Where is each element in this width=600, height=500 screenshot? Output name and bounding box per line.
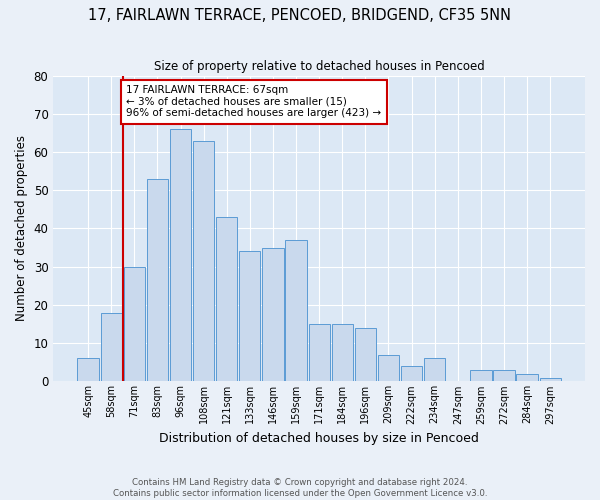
Y-axis label: Number of detached properties: Number of detached properties xyxy=(15,136,28,322)
Text: Contains HM Land Registry data © Crown copyright and database right 2024.
Contai: Contains HM Land Registry data © Crown c… xyxy=(113,478,487,498)
Bar xyxy=(355,328,376,382)
Bar xyxy=(378,354,399,382)
Bar xyxy=(193,140,214,382)
Text: 17, FAIRLAWN TERRACE, PENCOED, BRIDGEND, CF35 5NN: 17, FAIRLAWN TERRACE, PENCOED, BRIDGEND,… xyxy=(89,8,511,22)
X-axis label: Distribution of detached houses by size in Pencoed: Distribution of detached houses by size … xyxy=(159,432,479,445)
Bar xyxy=(286,240,307,382)
Bar xyxy=(170,129,191,382)
Bar xyxy=(124,266,145,382)
Bar xyxy=(216,217,238,382)
Text: 17 FAIRLAWN TERRACE: 67sqm
← 3% of detached houses are smaller (15)
96% of semi-: 17 FAIRLAWN TERRACE: 67sqm ← 3% of detac… xyxy=(126,85,382,118)
Bar xyxy=(101,312,122,382)
Bar xyxy=(470,370,491,382)
Bar xyxy=(262,248,284,382)
Bar xyxy=(239,252,260,382)
Bar xyxy=(517,374,538,382)
Bar xyxy=(539,378,561,382)
Bar xyxy=(308,324,330,382)
Bar xyxy=(332,324,353,382)
Title: Size of property relative to detached houses in Pencoed: Size of property relative to detached ho… xyxy=(154,60,485,73)
Bar xyxy=(147,179,168,382)
Bar xyxy=(401,366,422,382)
Bar xyxy=(493,370,515,382)
Bar xyxy=(424,358,445,382)
Bar xyxy=(77,358,99,382)
